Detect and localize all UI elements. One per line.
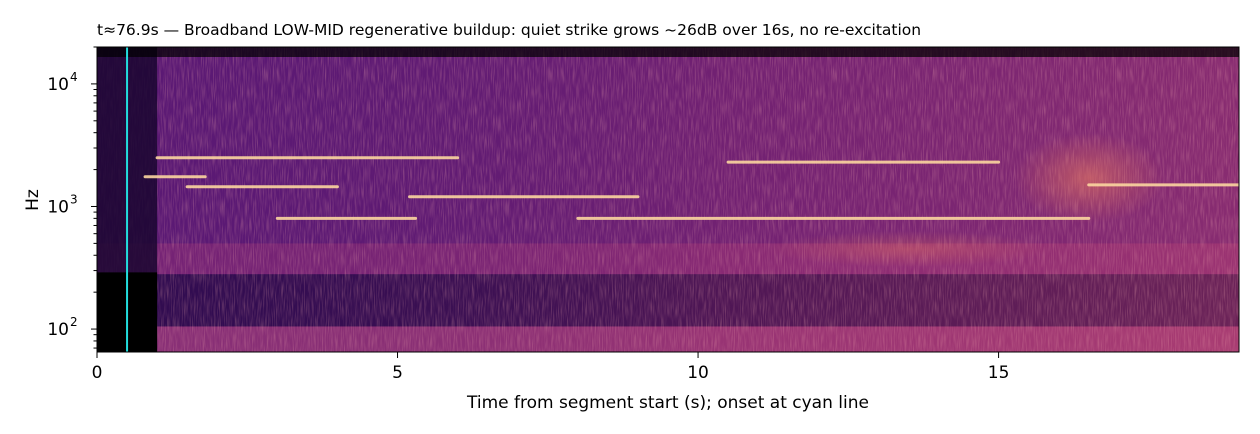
y-tick-exponent: 2 (70, 315, 78, 329)
x-tick-label: 15 (988, 363, 1010, 383)
y-tick-label: 10 (47, 197, 69, 217)
broadband-blob (1013, 133, 1164, 224)
y-axis-label: Hz (23, 189, 43, 211)
spectrogram-plot-area (97, 47, 1239, 352)
chart-title: t≈76.9s — Broadband LOW-MID regenerative… (97, 21, 921, 39)
x-tick-label: 5 (392, 363, 403, 383)
plot-frame (96, 46, 1240, 353)
top-cutoff (97, 47, 1239, 57)
low-mid-blob (768, 230, 1049, 267)
y-tick-exponent: 3 (70, 192, 78, 206)
x-axis-label: Time from segment start (s); onset at cy… (466, 393, 869, 413)
x-tick-label: 0 (92, 363, 103, 383)
y-tick-exponent: 4 (70, 70, 78, 84)
y-tick-label: 10 (47, 320, 69, 340)
y-tick-label: 10 (47, 75, 69, 95)
x-tick-label: 10 (687, 363, 709, 383)
